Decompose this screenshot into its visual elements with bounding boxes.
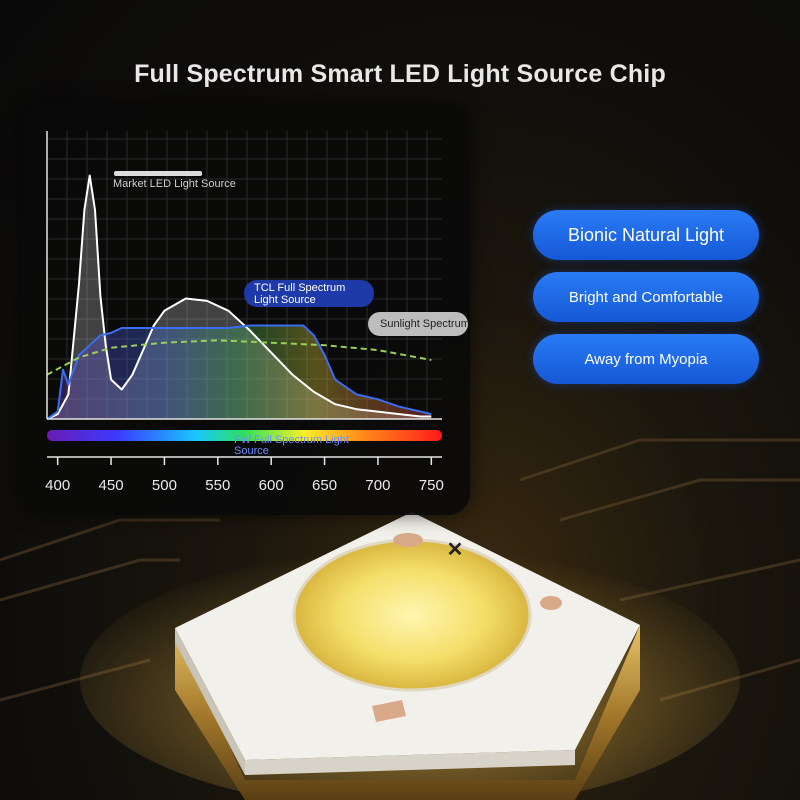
- x-tick-label: 600: [259, 477, 284, 494]
- feature-label: Bright and Comfortable: [568, 288, 724, 306]
- x-tick-label: 750: [419, 477, 444, 494]
- spectrum-chart-panel: 400 450 500 550 600 650 700 750 Market LED Ligh…: [22, 103, 470, 515]
- x-tick-label: 550: [205, 477, 230, 494]
- x-tick-labels: 400 450 500 550 600 650 700 750: [45, 457, 444, 494]
- page-title: Full Spectrum Smart LED Light Source Chi…: [134, 60, 666, 88]
- feature-label: Bionic Natural Light: [567, 224, 725, 245]
- annotation-tcl: TCL Full Spectrum Light Source: [254, 282, 346, 306]
- feature-pill-bionic: Bionic Natural Light: [533, 210, 759, 260]
- annotation-sunlight: Sunlight Spectrum: [380, 318, 468, 330]
- x-tick-label: 400: [45, 477, 70, 494]
- x-tick-label: 450: [99, 477, 124, 494]
- spectrum-chart: 400 450 500 550 600 650 700 750 Market LED Ligh…: [45, 131, 468, 494]
- series-line-0: [46, 174, 432, 420]
- visible-spectrum-bar: [47, 430, 442, 441]
- market-led-marker: [114, 171, 202, 176]
- x-tick-label: 500: [152, 477, 177, 494]
- x-tick-label: 700: [365, 477, 390, 494]
- feature-label: Away from Myopia: [584, 350, 708, 368]
- series-line-1: [46, 324, 432, 420]
- tcl-label-pill: [244, 280, 374, 307]
- annotation-market-led: Market LED Light Source: [113, 178, 236, 190]
- chip-phosphor-disk: [292, 538, 532, 692]
- sunlight-label-pill: [368, 312, 468, 336]
- feature-pill-bright: Bright and Comfortable: [533, 272, 759, 322]
- annotation-fw: FW Full Spectrum Light Source: [234, 435, 349, 457]
- chip-mark: ✕: [447, 539, 464, 561]
- feature-pill-myopia: Away from Myopia: [533, 334, 759, 384]
- x-tick-label: 650: [312, 477, 337, 494]
